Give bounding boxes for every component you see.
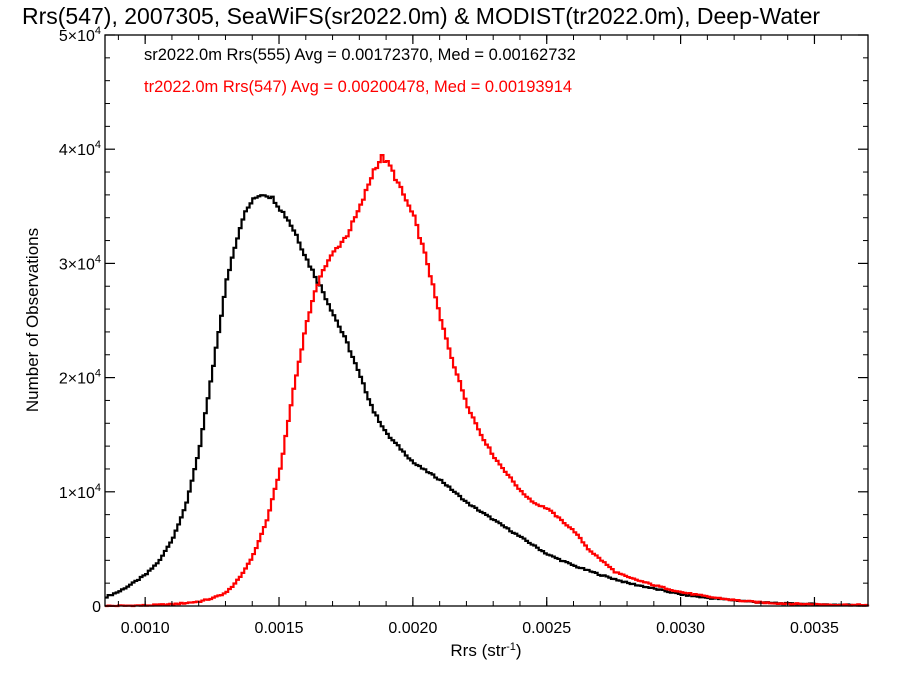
x-tick-label: 0.0030: [656, 620, 705, 637]
y-tick-label: 1×104: [59, 482, 101, 502]
y-tick-label: 2×104: [59, 368, 101, 388]
histogram-series-2: [105, 154, 870, 608]
y-tick-label: 4×104: [59, 139, 101, 159]
chart-title: Rrs(547), 2007305, SeaWiFS(sr2022.0m) & …: [22, 3, 820, 29]
x-tick-label: 0.0025: [522, 620, 571, 637]
series-layer: [105, 154, 870, 608]
plot-frame: [104, 34, 869, 607]
x-tick-label: 0.0020: [388, 620, 437, 637]
y-tick-label: 5×104: [59, 25, 101, 45]
y-tick-label: 0: [92, 599, 101, 616]
x-axis-label: Rrs (str-1): [450, 641, 521, 660]
y-axis: 0 1×104 2×104 3×104 4×104 5×104: [59, 25, 868, 616]
x-tick-label: 0.0010: [121, 620, 170, 637]
annotation-tr2022: tr2022.0m Rrs(547) Avg = 0.00200478, Med…: [144, 78, 572, 96]
x-tick-label: 0.0015: [255, 620, 304, 637]
annotation-sr2022: sr2022.0m Rrs(555) Avg = 0.00172370, Med…: [144, 46, 576, 64]
histogram-series-1: [105, 194, 870, 607]
x-tick-label: 0.0035: [790, 620, 839, 637]
y-tick-label: 3×104: [59, 253, 101, 273]
y-axis-label: Number of Observations: [23, 228, 42, 412]
x-axis: 0.0010 0.0015 0.0020 0.0025 0.0030 0.0035: [117, 35, 869, 637]
